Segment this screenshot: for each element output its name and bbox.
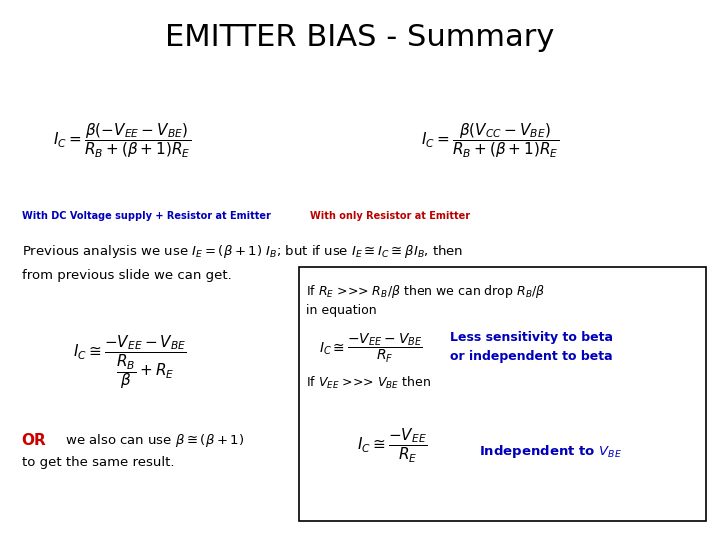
Text: With DC Voltage supply + Resistor at Emitter: With DC Voltage supply + Resistor at Emi… [22,211,271,221]
Text: Previous analysis we use $I_E = (\beta + 1)$ $I_B$; but if use $I_E \cong I_C \c: Previous analysis we use $I_E = (\beta +… [22,242,463,260]
Text: $I_C \cong \dfrac{-V_{EE}}{R_E}$: $I_C \cong \dfrac{-V_{EE}}{R_E}$ [357,427,428,464]
FancyBboxPatch shape [299,267,706,521]
Text: OR: OR [22,433,46,448]
Text: in equation: in equation [306,304,377,317]
Text: to get the same result.: to get the same result. [22,456,174,469]
Text: or independent to beta: or independent to beta [450,350,613,363]
Text: from previous slide we can get.: from previous slide we can get. [22,269,231,282]
Text: $I_C \cong \dfrac{-V_{EE} - V_{BE}}{R_F}$: $I_C \cong \dfrac{-V_{EE} - V_{BE}}{R_F}… [319,332,423,365]
Text: Less sensitivity to beta: Less sensitivity to beta [450,331,613,344]
Text: With only Resistor at Emitter: With only Resistor at Emitter [310,211,469,221]
Text: we also can use $\beta \cong (\beta + 1)$: we also can use $\beta \cong (\beta + 1)… [61,431,244,449]
Text: $I_C = \dfrac{\beta(V_{CC} - V_{BE})}{R_B + (\beta+1)R_E}$: $I_C = \dfrac{\beta(V_{CC} - V_{BE})}{R_… [420,121,559,160]
Text: $I_C = \dfrac{\beta(-V_{EE} - V_{BE})}{R_B +(\beta+1)R_E}$: $I_C = \dfrac{\beta(-V_{EE} - V_{BE})}{R… [53,121,192,160]
Text: $I_C \cong \dfrac{-V_{EE} - V_{BE}}{\dfrac{R_B}{\beta} + R_E}$: $I_C \cong \dfrac{-V_{EE} - V_{BE}}{\dfr… [73,333,186,391]
Text: Independent to $V_{BE}$: Independent to $V_{BE}$ [479,443,621,461]
Text: EMITTER BIAS - Summary: EMITTER BIAS - Summary [166,23,554,52]
Text: If $R_E$ >>> $R_B/\beta$ then we can drop $R_B/\beta$: If $R_E$ >>> $R_B/\beta$ then we can dro… [306,283,545,300]
Text: If $V_{EE}$ >>> $V_{BE}$ then: If $V_{EE}$ >>> $V_{BE}$ then [306,375,431,391]
